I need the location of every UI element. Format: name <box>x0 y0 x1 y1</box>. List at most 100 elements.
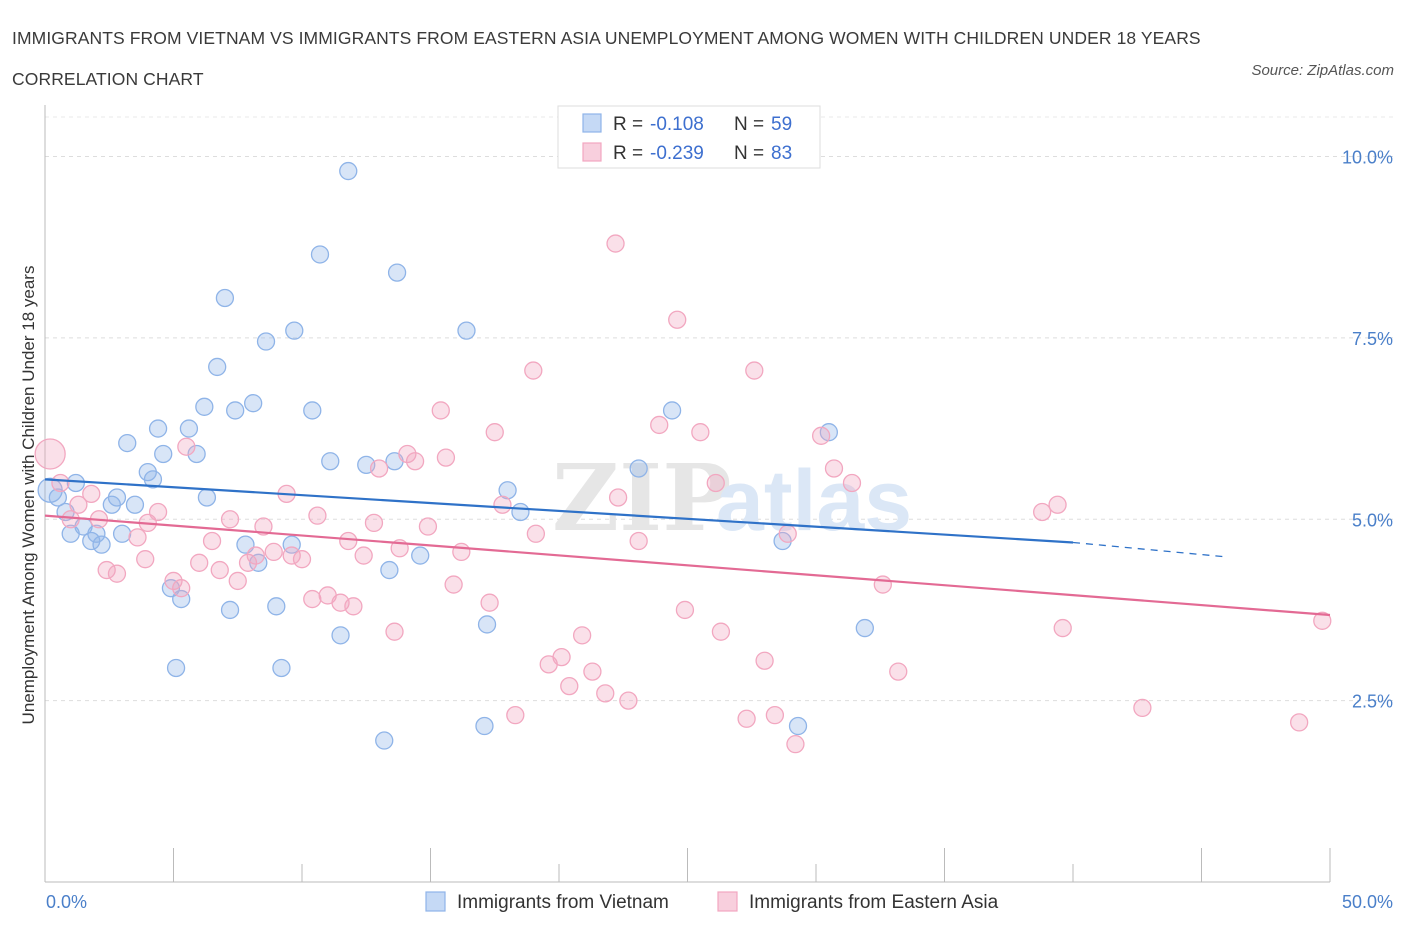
vietnam-point-12 <box>118 433 137 453</box>
eastern-asia-point-68 <box>755 651 774 670</box>
eastern-asia-point-74 <box>824 459 844 478</box>
eastern-asia-point-79 <box>1048 495 1067 514</box>
eastern-asia-point-43 <box>444 575 463 594</box>
vietnam-point-32 <box>256 332 276 351</box>
vietnam-point-40 <box>331 626 350 645</box>
vietnam-point-16 <box>148 419 168 438</box>
eastern-asia-point-34 <box>364 513 384 533</box>
eastern-asia-point-20 <box>238 553 258 572</box>
vietnam-point-25 <box>208 357 227 377</box>
legend-r-label-2: R = <box>613 143 643 164</box>
legend-r-value-1: -0.108 <box>650 114 704 135</box>
eastern-asia-point-61 <box>650 415 669 435</box>
vietnam-point-22 <box>187 444 206 464</box>
axes <box>44 105 1331 883</box>
eastern-asia-point-82 <box>1290 713 1309 732</box>
eastern-asia-point-25 <box>282 546 301 565</box>
eastern-asia-point-55 <box>583 662 602 681</box>
source-credit: Source: ZipAtlas.com <box>1251 62 1394 79</box>
vietnam-point-37 <box>303 401 322 420</box>
vietnam-point-28 <box>226 401 245 420</box>
eastern-asia-point-16 <box>202 531 222 551</box>
vietnam-point-17 <box>154 444 173 464</box>
eastern-asia-point-19 <box>228 571 247 591</box>
eastern-asia-point-23 <box>264 542 283 562</box>
eastern-asia-point-46 <box>485 423 504 442</box>
bottom-legend-label-eastern-asia: Immigrants from Eastern Asia <box>749 892 999 913</box>
eastern-asia-point-71 <box>778 524 797 543</box>
eastern-asia-point-63 <box>675 600 695 620</box>
watermark: ZIP atlas <box>552 444 912 552</box>
bottom-legend-swatch-vietnam <box>425 891 446 912</box>
eastern-asia-point-1 <box>51 473 70 493</box>
vietnam-point-56 <box>788 716 808 736</box>
eastern-asia-point-49 <box>524 361 543 380</box>
legend-r-value-2: -0.239 <box>650 143 704 164</box>
vietnam-point-10 <box>107 488 127 507</box>
eastern-asia-point-11 <box>148 502 168 522</box>
y-tick-label-2: 7.5% <box>1352 329 1393 349</box>
y-tick-label-1: 5.0% <box>1352 510 1393 530</box>
vietnam-point-50 <box>475 716 494 736</box>
eastern-asia-point-62 <box>668 310 687 329</box>
legend-swatch-vietnam <box>582 113 602 133</box>
y-tick-labels: 2.5% 5.0% 7.5% 10.0% <box>1342 148 1393 712</box>
eastern-asia-trend-line <box>44 514 1331 617</box>
legend-n-value-1: 59 <box>771 114 792 135</box>
eastern-asia-point-40 <box>418 517 438 536</box>
eastern-asia-point-54 <box>572 626 592 645</box>
eastern-asia-point-70 <box>765 705 785 725</box>
vietnam-point-38 <box>310 245 330 264</box>
eastern-asia-point-56 <box>596 684 615 703</box>
eastern-asia-point-33 <box>354 546 373 565</box>
bottom-legend-label-vietnam: Immigrants from Vietnam <box>457 892 669 913</box>
eastern-asia-point-60 <box>629 531 648 551</box>
legend-top: R = -0.108 N = 59 R = -0.239 N = 83 <box>557 105 821 169</box>
eastern-asia-point-75 <box>842 473 862 493</box>
x-tick-min: 0.0% <box>46 892 87 912</box>
eastern-asia-point-32 <box>344 597 363 616</box>
vietnam-point-31 <box>249 553 268 572</box>
eastern-asia-point-65 <box>706 473 725 493</box>
eastern-asia-point-4 <box>82 484 101 504</box>
eastern-asia-point-52 <box>552 647 571 667</box>
eastern-asia-point-38 <box>398 444 417 464</box>
eastern-asia-point-50 <box>526 524 546 543</box>
eastern-asia-point-47 <box>493 495 512 514</box>
legend-swatch-eastern-asia <box>582 142 602 162</box>
eastern-asia-point-8 <box>128 528 147 547</box>
eastern-asia-point-9 <box>136 550 155 569</box>
legend-r-label-1: R = <box>613 114 643 135</box>
legend-bottom: Immigrants from Vietnam Immigrants from … <box>425 891 999 913</box>
vietnam-point-46 <box>411 546 430 565</box>
vietnam-point-8 <box>92 535 111 554</box>
eastern-asia-point-21 <box>246 546 265 565</box>
eastern-asia-point-73 <box>811 426 831 445</box>
vietnam-point-11 <box>112 524 132 543</box>
eastern-asia-point-44 <box>452 542 471 562</box>
vietnam-trend-extension <box>1072 541 1228 558</box>
vietnam-point-48 <box>457 321 476 340</box>
eastern-asia-point-7 <box>107 564 127 583</box>
eastern-asia-point-53 <box>560 676 579 696</box>
legend-n-label-1: N = <box>734 114 764 135</box>
vietnam-point-19 <box>166 658 186 678</box>
vietnam-point-36 <box>285 321 304 340</box>
eastern-asia-point-3 <box>69 495 88 514</box>
vietnam-point-26 <box>215 288 235 308</box>
vietnam-point-23 <box>197 488 217 507</box>
vietnam-point-41 <box>339 161 358 181</box>
y-axis-label: Unemployment Among Women with Children U… <box>19 266 38 725</box>
vietnam-point-54 <box>662 401 682 420</box>
eastern-asia-point-31 <box>339 531 358 551</box>
eastern-asia-point-18 <box>220 510 240 529</box>
eastern-asia-point-28 <box>308 506 327 525</box>
eastern-asia-point-35 <box>369 459 389 478</box>
eastern-asia-point-22 <box>254 517 273 536</box>
eastern-asia-point-36 <box>385 622 404 641</box>
eastern-asia-point-14 <box>177 437 196 456</box>
eastern-asia-point-67 <box>737 709 756 728</box>
eastern-asia-point-66 <box>711 622 731 641</box>
vietnam-point-34 <box>272 658 291 678</box>
eastern-asia-point-48 <box>506 705 525 725</box>
